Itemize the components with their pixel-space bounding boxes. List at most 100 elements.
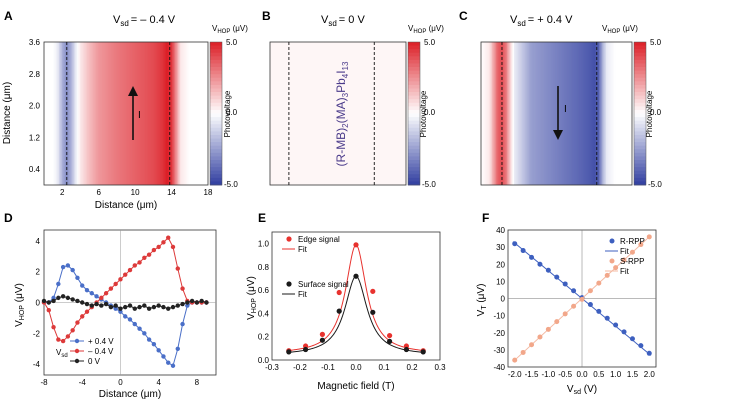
panel-b-heat-column (346, 42, 349, 185)
panel-b-heat-column (338, 42, 340, 185)
panel-b-heat-column (394, 42, 397, 185)
panel-b-colorbar-segment (408, 167, 420, 172)
panel-d-data-point (65, 334, 71, 339)
panel-b-heat-column (309, 42, 312, 185)
panel-d-data-point (161, 240, 166, 245)
panel-f-xtick: 0.5 (593, 370, 605, 379)
panel-d-data-point (142, 331, 147, 336)
panel-f-data-point (638, 242, 644, 248)
panel-b-colorbar-segment (408, 52, 420, 57)
panel-c-heat-column (588, 42, 590, 185)
panel-a-heat-column (157, 42, 160, 185)
panel-a-colorbar-segment (210, 134, 222, 139)
panel-a-heat-column (145, 42, 148, 185)
panel-a-heat-column (93, 42, 96, 185)
panel-d-ytick: 0 (36, 299, 41, 308)
panel-c-heat-column (578, 42, 581, 185)
panel-b-heat-column (378, 42, 381, 185)
panel-b-colorbar-segment (408, 95, 420, 100)
panel-b-heat-column (310, 42, 313, 185)
panel-f-data-point (520, 248, 526, 254)
panel-b-colorbar-segment (408, 181, 420, 186)
panel-b-heat-column (342, 42, 345, 185)
panel-c-heat-column (485, 42, 487, 185)
panel-b-cbar-tick-max: 5.0 (424, 38, 436, 47)
panel-f-data-point (596, 280, 602, 286)
panel-b-heat-column (274, 42, 277, 185)
panel-a-heat-column (179, 42, 182, 185)
panel-d-data-point (175, 346, 180, 351)
panel-b-heat-column (278, 42, 281, 185)
panel-f-data-point (629, 336, 635, 342)
panel-d-letter: D (4, 211, 13, 225)
panel-e-ytick: 1.0 (258, 240, 270, 249)
panel-f-xtick: 0.0 (576, 370, 588, 379)
panel-a-heat-column (67, 42, 70, 185)
panel-b-colorbar-segment (408, 138, 420, 143)
panel-e-ytick: 0.2 (258, 333, 270, 342)
panel-b-heat-column (365, 42, 367, 185)
panel-d-data-point (185, 303, 190, 308)
panel-a-heat-column (94, 42, 97, 185)
panel-a-heat-column (126, 42, 128, 185)
panel-d-data-point (46, 308, 51, 313)
panel-a-heat-column (148, 42, 151, 185)
panel-b-heat-column (314, 42, 317, 185)
panel-c-colorbar-segment (634, 56, 646, 61)
panel-c-heat-column (593, 42, 596, 185)
panel-c-heat-column (551, 42, 553, 185)
panel-a-heat-column (55, 42, 58, 185)
panel-d-legend-label: 0 V (88, 357, 101, 366)
panel-a-heat-column (54, 42, 57, 185)
panel-a-y-ticks: 0.4 1.2 2.0 2.8 3.6 (29, 38, 41, 174)
panel-d-data-point (156, 348, 161, 353)
panel-a-heat-column (133, 42, 136, 185)
panel-a-ytick: 2.8 (29, 70, 41, 79)
panel-a-cbar-title: VHOP (μV) (212, 24, 248, 35)
panel-c-current-label: I (564, 104, 567, 115)
panel-c-heat-column (625, 42, 627, 185)
panel-b-colorbar-segment (408, 56, 420, 61)
panel-a-colorbar-segment (210, 74, 222, 79)
panel-c-colorbar-segment (634, 159, 646, 164)
panel-b-heat-column (363, 42, 366, 185)
panel-e-plot (286, 242, 426, 355)
panel-e-fit-curve (288, 244, 424, 351)
panel-b-heat-column (388, 42, 391, 185)
panel-d-legend-marker (74, 338, 80, 344)
panel-b-colorbar-segment (408, 88, 420, 93)
panel-f-data-point (587, 301, 593, 307)
panel-c-heat-column (522, 42, 524, 185)
panel-a-colorbar-segment (210, 81, 222, 86)
panel-c-heat-column (586, 42, 589, 185)
panel-e: E -0.3 -0.2 -0.1 0.0 0.1 0.2 0.3 0.0 0.2… (246, 211, 446, 392)
panel-a-current-label: I (138, 110, 141, 121)
panel-a-heat-column (66, 42, 69, 185)
panel-b-heat-column (294, 42, 297, 185)
panel-b-heat-column (326, 42, 329, 185)
panel-b-heat-column (386, 42, 388, 185)
panel-a-heat-column (185, 42, 188, 185)
panel-c-heat-column (523, 42, 526, 185)
panel-c-colorbar-segment (634, 127, 646, 132)
panel-a-xtick: 14 (167, 188, 176, 197)
panel-a-colorbar-segment (210, 156, 222, 161)
panel-c-colorbar-segment (634, 117, 646, 122)
panel-b-colorbar-segment (408, 134, 420, 139)
panel-b-cbar-label: Photovoltage (419, 90, 428, 137)
panel-a-heat-column (69, 42, 72, 185)
panel-d: D -8 -4 0 4 8 -4 -2 0 2 4 Distance (μm) … (4, 211, 217, 400)
panel-e-xtick: 0.1 (378, 363, 390, 372)
panel-e-data-point (353, 273, 359, 279)
panel-a-colorbar-segment (210, 167, 222, 172)
panel-f-ytick: 20 (496, 260, 505, 269)
panel-d-data-point (84, 301, 90, 307)
panel-a-heat-column (167, 42, 170, 185)
panel-c-heat-column (600, 42, 603, 185)
panel-c-heat-column (614, 42, 616, 185)
panel-a-heat-column (117, 42, 119, 185)
panel-b-heat-column (291, 42, 293, 185)
panel-c-colorbar-segment (634, 149, 646, 154)
panel-f-letter: F (482, 211, 489, 225)
panel-b-heat-column (328, 42, 330, 185)
